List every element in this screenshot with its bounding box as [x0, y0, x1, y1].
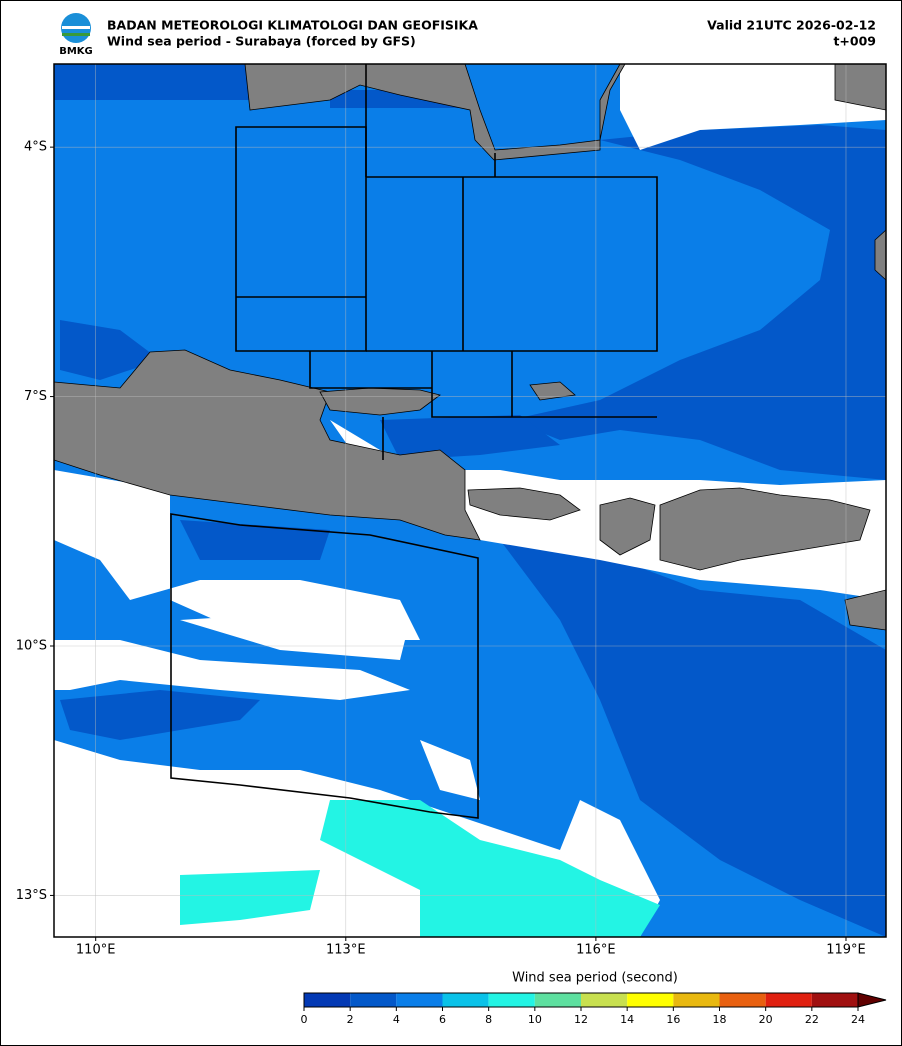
colorbar-tick-label: 6 — [439, 1013, 446, 1026]
land — [54, 64, 886, 631]
colorbar-tick-label: 24 — [851, 1013, 865, 1026]
x-tick-label: 119°E — [826, 943, 866, 958]
colorbar-bin — [811, 993, 858, 1007]
colorbar-bin — [719, 993, 766, 1007]
colorbar-tick-label: 18 — [713, 1013, 727, 1026]
logo-text: BMKG — [59, 46, 93, 57]
colorbar-tick-label: 0 — [301, 1013, 308, 1026]
x-tick-label: 113°E — [326, 943, 366, 958]
field-8-10 — [180, 800, 660, 937]
y-tick-label: 7°S — [24, 389, 47, 404]
product: Wind sea period - Surabaya (forced by GF… — [107, 34, 416, 49]
colorbar-bin — [488, 993, 535, 1007]
colorbar-tick-label: 10 — [528, 1013, 542, 1026]
x-tick-label: 110°E — [76, 943, 116, 958]
colorbar-bin — [304, 993, 351, 1007]
colorbar-bin — [534, 993, 581, 1007]
colorbar-bin — [627, 993, 674, 1007]
regions — [170, 64, 658, 819]
map — [54, 64, 886, 937]
x-tick-label: 116°E — [576, 943, 616, 958]
map-frame — [53, 63, 887, 938]
colorbar-tick-label: 16 — [666, 1013, 680, 1026]
y-tick-label: 10°S — [16, 639, 47, 654]
colorbar-tick-label: 12 — [574, 1013, 588, 1026]
colorbar-tick-label: 8 — [485, 1013, 492, 1026]
colorbar-tick-label: 2 — [347, 1013, 354, 1026]
colorbar-bin — [442, 993, 489, 1007]
colorbar-bin — [765, 993, 812, 1007]
colorbar-tick-label: 4 — [393, 1013, 400, 1026]
colorbar-bin — [581, 993, 628, 1007]
y-tick-label: 13°S — [16, 888, 47, 903]
y-tick-label: 4°S — [24, 140, 47, 155]
logo: BMKG — [59, 13, 93, 57]
grid — [54, 64, 886, 937]
valid-time: Valid 21UTC 2026-02-12 — [707, 18, 876, 33]
colorbar-tick-label: 20 — [759, 1013, 773, 1026]
colorbar-bin — [396, 993, 443, 1007]
colorbar-tick-label: 14 — [620, 1013, 634, 1026]
forecast-step: t+009 — [833, 34, 876, 49]
agency: BADAN METEOROLOGI KLIMATOLOGI DAN GEOFIS… — [107, 18, 478, 33]
colorbar-bin — [673, 993, 720, 1007]
colorbar-tick-label: 22 — [805, 1013, 819, 1026]
field-2-4 — [54, 64, 886, 937]
colorbar-bin — [350, 993, 397, 1007]
colorbar-label: Wind sea period (second) — [512, 971, 678, 986]
